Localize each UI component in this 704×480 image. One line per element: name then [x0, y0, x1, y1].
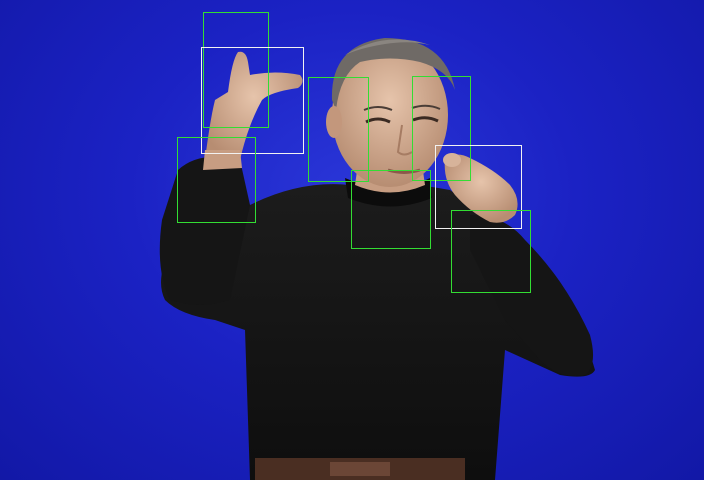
sweater-right-arm	[470, 215, 594, 376]
left-brow	[363, 106, 393, 111]
pinch-hand	[444, 154, 518, 223]
pinch-fingertips	[443, 153, 461, 167]
head	[332, 43, 448, 187]
raised-wrist	[203, 150, 242, 170]
belt-buckle	[330, 462, 390, 476]
raised-hand	[205, 51, 303, 164]
nose	[396, 124, 413, 156]
ear	[326, 106, 342, 138]
right-brow	[411, 104, 441, 110]
hair-top	[345, 39, 430, 55]
right-eye	[412, 116, 439, 123]
hair	[331, 38, 455, 110]
sweater-left-arm	[159, 156, 250, 305]
